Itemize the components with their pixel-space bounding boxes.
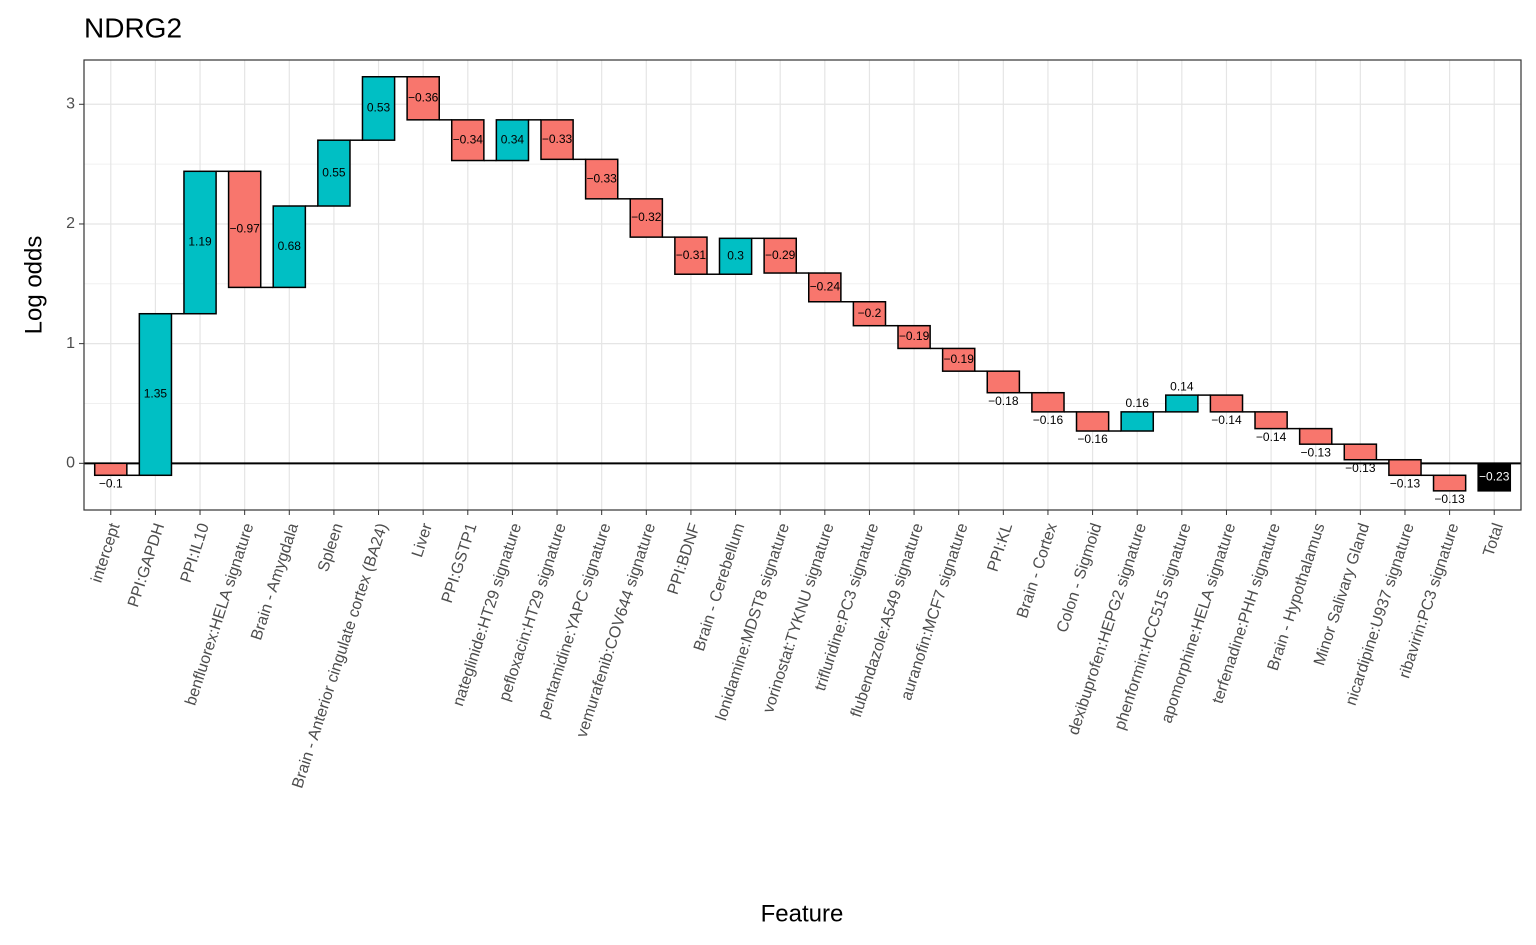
bar	[1343, 443, 1378, 461]
value-label: 0.14	[1170, 379, 1194, 393]
x-tick-label: intercept	[88, 521, 123, 585]
y-tick-label: 2	[66, 215, 75, 232]
value-label: −0.14	[1211, 413, 1242, 427]
value-label: −0.16	[1033, 413, 1064, 427]
bar	[1254, 411, 1288, 430]
x-tick-label: PPI:BDNF	[665, 521, 704, 597]
bar	[183, 170, 217, 315]
bar	[852, 301, 887, 327]
value-label: −0.29	[765, 248, 796, 262]
bar	[897, 324, 931, 350]
bar	[93, 462, 128, 477]
value-label: −0.33	[542, 132, 573, 146]
bar	[629, 198, 664, 238]
x-tick-label: Liver	[409, 521, 436, 560]
value-label: −0.24	[810, 280, 841, 294]
bar	[272, 205, 307, 289]
value-label: −0.1	[99, 476, 123, 490]
bar	[317, 139, 351, 207]
x-tick-label: Brain - Amygdala	[248, 521, 302, 642]
value-label: −0.34	[453, 132, 484, 146]
value-label: 0.34	[501, 132, 525, 146]
value-label: −0.36	[408, 90, 439, 104]
bar	[1120, 411, 1155, 432]
bar	[807, 272, 842, 303]
y-tick-label: 1	[66, 335, 75, 352]
value-label: −0.33	[586, 171, 617, 185]
value-label: −0.18	[988, 394, 1019, 408]
y-tick-label: 3	[66, 96, 75, 113]
bar	[495, 119, 530, 162]
value-label: −0.13	[1434, 492, 1465, 506]
value-label: −0.16	[1077, 432, 1108, 446]
bar	[138, 312, 173, 477]
bar	[674, 236, 708, 275]
value-label: −0.13	[1345, 461, 1376, 475]
x-tick-label: Brain - Cortex	[1014, 521, 1061, 620]
bar	[361, 76, 396, 141]
bar	[986, 370, 1021, 394]
bar	[1477, 462, 1512, 492]
value-label: 0.68	[278, 239, 302, 253]
bar	[584, 158, 619, 200]
x-tick-label: Brain - Anterior cingulate cortex (BA24)	[289, 521, 391, 790]
value-label: −0.97	[229, 222, 260, 236]
x-tick-label: Spleen	[315, 521, 347, 574]
value-label: 0.3	[727, 248, 744, 262]
panel-border	[83, 59, 1522, 511]
value-label: 1.19	[188, 235, 212, 249]
value-label: 0.53	[367, 101, 391, 115]
bar	[763, 237, 798, 274]
bar	[1075, 411, 1110, 432]
x-tick-label: PPI:KL	[985, 521, 1017, 574]
value-label: −0.19	[944, 352, 975, 366]
value-label: −0.23	[1479, 469, 1510, 483]
value-label: 1.35	[144, 387, 168, 401]
y-axis-title: Log odds	[20, 236, 47, 335]
x-tick-label: Colon - Sigmoid	[1054, 521, 1105, 635]
bar	[1298, 427, 1333, 445]
value-label: 0.55	[322, 165, 346, 179]
bar	[1031, 391, 1065, 413]
value-label: −0.13	[1301, 445, 1332, 459]
value-label: −0.32	[631, 210, 662, 224]
x-tick-label: PPI:GAPDH	[125, 521, 168, 609]
x-axis-title: Feature	[761, 900, 844, 927]
value-label: 0.16	[1126, 396, 1150, 410]
bar	[718, 237, 753, 275]
bar	[540, 119, 574, 161]
x-tick-label: PPI:GSTP1	[439, 521, 481, 605]
bar	[227, 170, 262, 289]
bar	[1388, 458, 1422, 477]
value-label: −0.2	[858, 306, 882, 320]
y-tick-label: 0	[66, 455, 75, 472]
x-tick-label: Total	[1480, 521, 1507, 558]
chart-title: NDRG2	[84, 12, 182, 43]
value-label: −0.31	[676, 248, 707, 262]
bar	[1165, 394, 1199, 413]
x-tick-label: vemurafenib:COV644 signature	[574, 521, 659, 740]
bar	[450, 119, 485, 162]
value-label: −0.19	[899, 329, 930, 343]
x-tick-label: PPI:IL10	[178, 521, 213, 585]
bar	[1209, 394, 1244, 413]
value-label: −0.13	[1390, 476, 1421, 490]
value-label: −0.14	[1256, 430, 1287, 444]
bar	[1432, 474, 1467, 492]
bar	[941, 347, 976, 372]
bar	[406, 76, 440, 121]
